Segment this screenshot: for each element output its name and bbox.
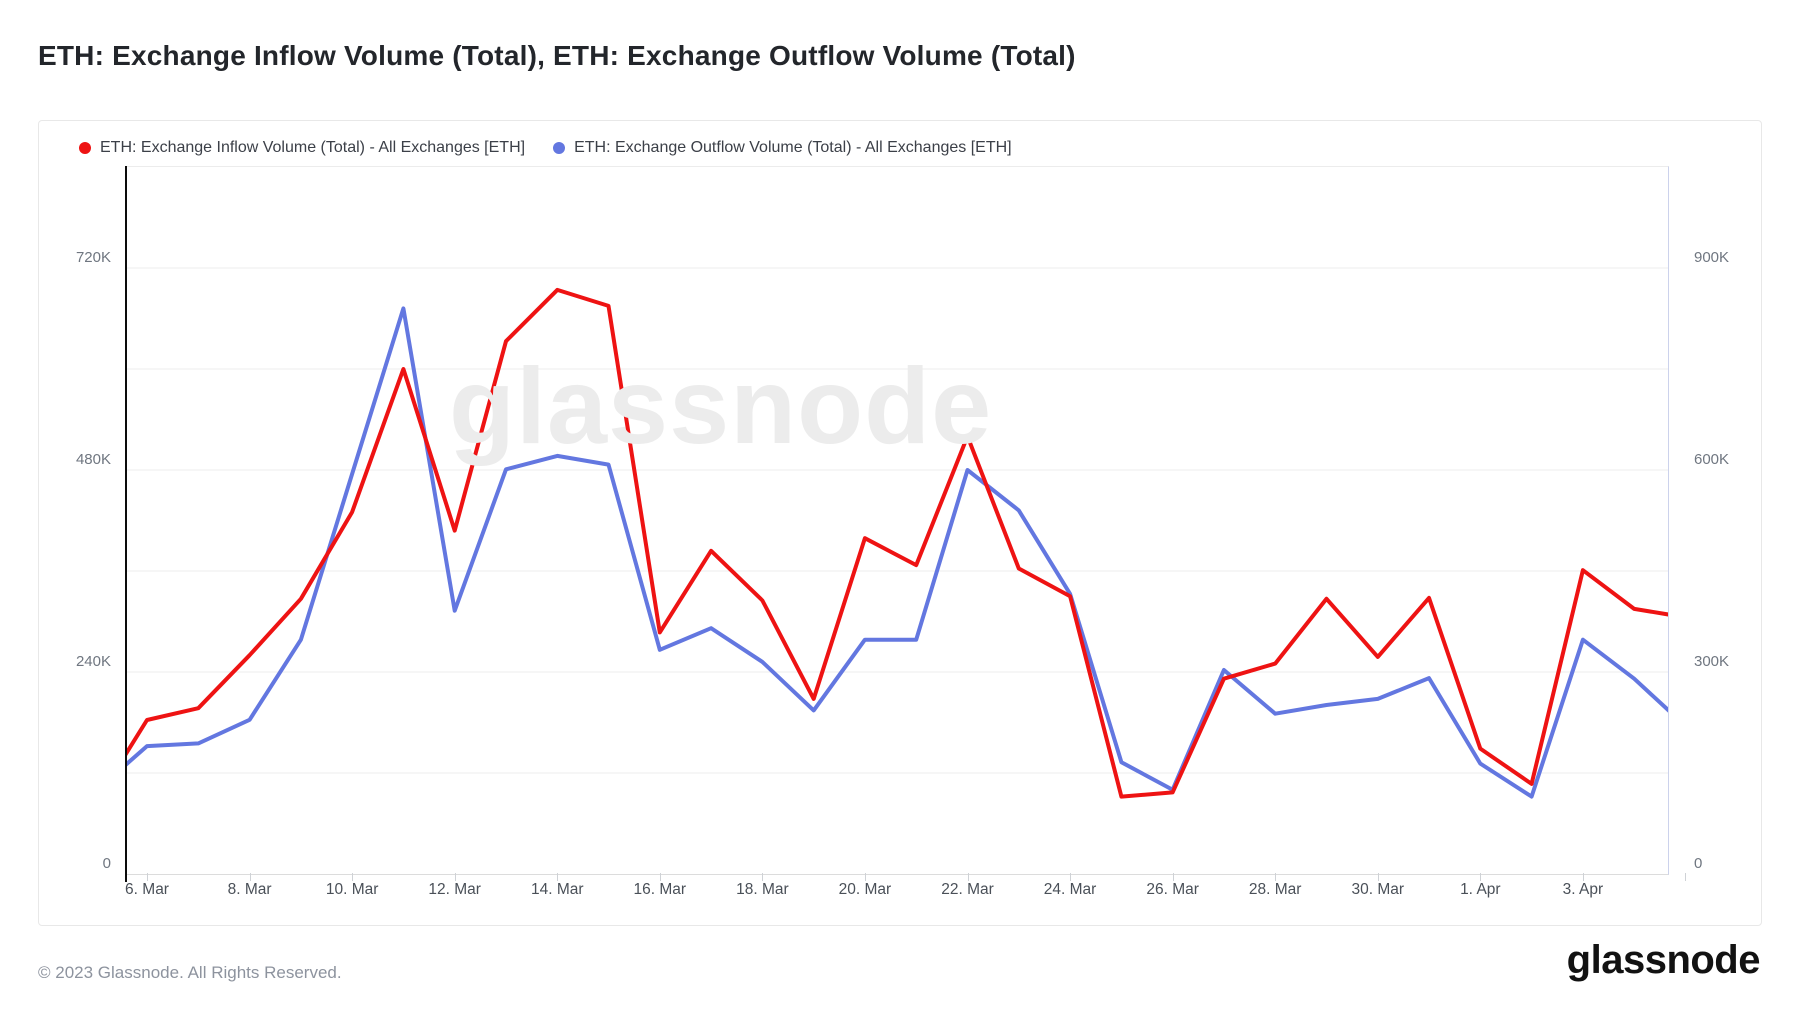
left-axis-tick-label: 480K: [75, 451, 111, 468]
x-axis-tick-label: 14. Mar: [530, 881, 584, 898]
inflow-line: [126, 287, 1668, 799]
x-axis-tick-label: 6. Mar: [125, 881, 169, 898]
x-axis-tick-label: 30. Mar: [1351, 881, 1405, 898]
x-axis-tick-label: 18. Mar: [736, 881, 789, 898]
plot-area[interactable]: [126, 166, 1669, 875]
copyright-text: © 2023 Glassnode. All Rights Reserved.: [38, 963, 342, 982]
legend-label-outflow: ETH: Exchange Outflow Volume (Total) - A…: [574, 139, 1012, 156]
glassnode-watermark: glassnode: [449, 345, 993, 466]
page-title: ETH: Exchange Inflow Volume (Total), ETH…: [38, 40, 1076, 71]
x-axis-tick-mark: [454, 873, 456, 881]
x-axis-tick-label: 1. Apr: [1460, 881, 1501, 898]
x-axis-tick-mark: [1172, 873, 1174, 881]
x-axis-tick-label: 3. Apr: [1562, 881, 1604, 898]
x-axis-tick-mark: [249, 873, 251, 881]
legend-item-outflow[interactable]: ETH: Exchange Outflow Volume (Total) - A…: [553, 139, 1012, 157]
x-axis-tick-mark: [1275, 873, 1277, 881]
right-axis-tick-label: 900K: [1694, 249, 1730, 266]
x-axis-tick-label: 16. Mar: [633, 881, 687, 898]
legend-label-inflow: ETH: Exchange Inflow Volume (Total) - Al…: [100, 139, 526, 156]
x-axis-tick-mark: [659, 873, 661, 881]
x-axis-tick-label: 12. Mar: [428, 881, 481, 898]
x-axis-tick-mark: [147, 873, 149, 881]
legend-item-inflow[interactable]: ETH: Exchange Inflow Volume (Total) - Al…: [79, 139, 525, 157]
x-axis-tick-mark: [1070, 873, 1072, 881]
right-axis-tick-label: 600K: [1694, 451, 1730, 468]
left-axis-tick-label: 720K: [75, 249, 111, 266]
left-axis-tick-label: 240K: [75, 653, 111, 670]
left-axis-tick-label: 0: [102, 855, 111, 872]
x-axis-tick-label: 10. Mar: [325, 881, 379, 898]
glassnode-logo: glassnode: [1566, 938, 1761, 982]
x-axis-tick-mark: [1480, 873, 1482, 881]
x-axis-tick-mark: [352, 873, 354, 881]
outflow-series-dot-icon: [553, 142, 566, 154]
chart-card: ETH: Exchange Inflow Volume (Total) - Al…: [38, 120, 1762, 926]
x-axis-tick-label: 26. Mar: [1146, 881, 1199, 898]
x-axis-tick-mark: [762, 873, 764, 881]
x-axis-tick-mark: [1377, 873, 1379, 881]
x-axis-tick-label: 22. Mar: [941, 881, 994, 898]
x-axis-tick-mark: [1582, 873, 1584, 881]
line-chart: [126, 267, 1668, 799]
right-axis-tick-label: 0: [1694, 855, 1703, 872]
x-axis-tick-label: 20. Mar: [838, 881, 892, 898]
left-axis-line: [125, 166, 127, 882]
outflow-line: [126, 306, 1668, 799]
x-axis-tick-label: 8. Mar: [227, 881, 272, 898]
right-axis-tick-label: 300K: [1694, 653, 1730, 670]
x-axis-tick-label: 24. Mar: [1043, 881, 1097, 898]
x-axis-tick-label: 28. Mar: [1248, 881, 1302, 898]
x-axis-tick-mark: [864, 873, 866, 881]
x-axis-tick-mark: [967, 873, 969, 881]
x-axis-tick-mark: [1685, 873, 1687, 881]
legend: ETH: Exchange Inflow Volume (Total) - Al…: [79, 139, 1012, 157]
inflow-series-dot-icon: [79, 142, 91, 154]
x-axis-tick-mark: [557, 873, 559, 881]
